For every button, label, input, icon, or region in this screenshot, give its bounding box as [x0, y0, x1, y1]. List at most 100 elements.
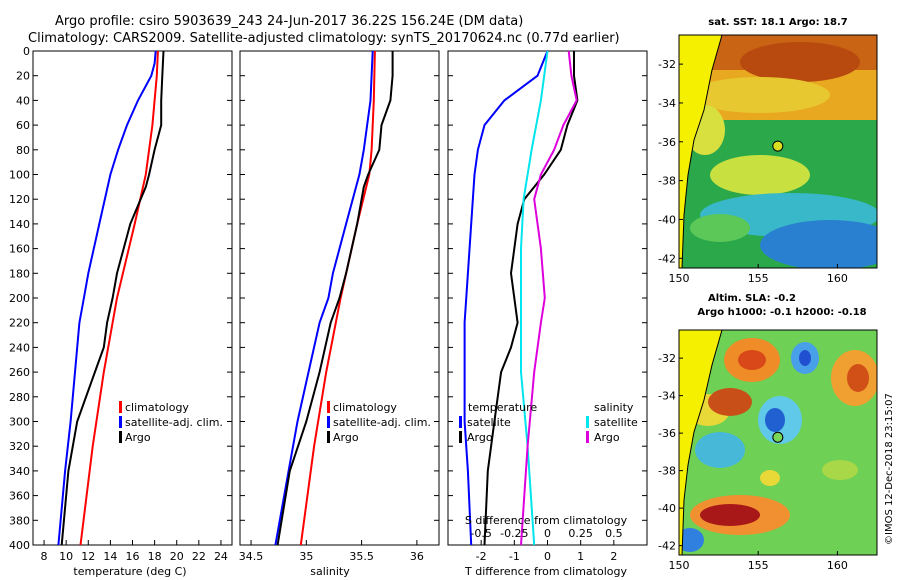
x-tick-label: 16: [126, 550, 140, 563]
y-tick-label: 360: [9, 490, 30, 503]
sla-map-frame: [678, 329, 878, 556]
x-tick-label: 14: [103, 550, 117, 563]
x2-tick-label: -0.25: [500, 527, 528, 540]
x-tick-label: 34.5: [239, 550, 264, 563]
x-tick-label: 35.5: [349, 550, 374, 563]
difference-plot-frame: [447, 50, 648, 546]
legend-satellite-label: satellite-adj. clim.: [333, 416, 431, 429]
sla-map-title: Altim. SLA: -0.2: [708, 293, 796, 304]
argo-float-marker: [772, 431, 784, 443]
legend-climatology-swatch: [327, 401, 330, 413]
legend-s-argo-swatch: [586, 431, 589, 443]
temperature-profile-panel: 8 10 12 14 16 18 20 22 2402040608010012014016018…: [9, 45, 233, 578]
figure-title-line1: Argo profile: csiro 5903639_243 24-Jun-2…: [55, 14, 523, 29]
map-y-tick-label: -36: [658, 136, 676, 149]
sla-map-subtitle: Argo h1000: -0.1 h2000: -0.18: [697, 307, 866, 318]
series-line-satellite-adj-clim-: [57, 50, 157, 546]
map-y-tick-label: -36: [658, 427, 676, 440]
y-tick-label: 220: [9, 317, 30, 330]
series-line-climatology: [299, 50, 376, 546]
y-tick-label: 120: [9, 193, 30, 206]
sst-map: sat. SST: 18.1 Argo: 18.7 150 155 160 -32 -3…: [658, 17, 878, 285]
x-tick-label: 0: [544, 550, 551, 563]
salinity-profile-panel: 34.5 35 35.5 36 salinity climatology satell…: [239, 50, 440, 578]
legend-salinity-title: salinity: [594, 401, 634, 414]
y-tick-label: 260: [9, 366, 30, 379]
x-tick-label: 12: [81, 550, 95, 563]
legend-argo-label: Argo: [333, 431, 359, 444]
x-tick-label: 18: [148, 550, 162, 563]
figure-title-line2: Climatology: CARS2009. Satellite-adjuste…: [28, 31, 620, 46]
legend-s-argo-label: Argo: [594, 431, 620, 444]
y-tick-label: 280: [9, 391, 30, 404]
map-y-tick-label: -32: [658, 352, 676, 365]
y-tick-label: 40: [16, 94, 30, 107]
legend-climatology-swatch: [119, 401, 122, 413]
x-tick-label: 2: [610, 550, 617, 563]
series-line-satellite-adj-clim-: [274, 50, 374, 546]
series-line-t-argo: [483, 51, 579, 546]
map-y-tick-label: -42: [658, 540, 676, 553]
y-tick-label: 0: [23, 45, 30, 58]
legend-s-satellite-label: satellite: [594, 416, 638, 429]
x-tick-label: 1: [577, 550, 584, 563]
t-difference-xlabel: T difference from climatology: [464, 565, 627, 578]
series-line-argo: [276, 51, 394, 546]
y-tick-label: 400: [9, 539, 30, 552]
map-y-tick-label: -34: [658, 97, 676, 110]
legend-argo-swatch: [119, 431, 122, 443]
legend-t-satellite-swatch: [459, 416, 462, 428]
x-tick-label: 24: [214, 550, 228, 563]
y-tick-label: 20: [16, 70, 30, 83]
legend-climatology-label: climatology: [125, 401, 189, 414]
map-y-tick-label: -40: [658, 502, 676, 515]
map-x-tick-label: 160: [827, 272, 848, 285]
y-tick-label: 160: [9, 243, 30, 256]
legend-argo-swatch: [327, 431, 330, 443]
x-tick-label: 8: [41, 550, 48, 563]
y-tick-label: 340: [9, 465, 30, 478]
legend-satellite-swatch: [119, 416, 122, 428]
imos-timestamp: ©IMOS 12-Dec-2018 23:15:07: [884, 393, 895, 545]
legend-satellite-swatch: [327, 416, 330, 428]
difference-legend: temperature satellite Argo salinity sate…: [459, 401, 638, 444]
y-tick-label: 240: [9, 341, 30, 354]
sst-map-title: sat. SST: 18.1 Argo: 18.7: [708, 17, 848, 28]
x2-tick-label: 0.25: [568, 527, 593, 540]
x-tick-label: 22: [192, 550, 206, 563]
y-tick-label: 60: [16, 119, 30, 132]
sst-map-image: [679, 35, 877, 268]
temperature-legend: climatology satellite-adj. clim. Argo: [119, 401, 223, 444]
y-tick-label: 80: [16, 144, 30, 157]
legend-t-satellite-label: satellite: [467, 416, 511, 429]
legend-climatology-label: climatology: [333, 401, 397, 414]
y-tick-label: 200: [9, 292, 30, 305]
x2-tick-label: 0: [544, 527, 551, 540]
x-tick-label: -2: [476, 550, 487, 563]
y-tick-label: 100: [9, 169, 30, 182]
map-x-tick-label: 150: [669, 272, 690, 285]
x-tick-label: -1: [509, 550, 520, 563]
map-y-tick-label: -34: [658, 390, 676, 403]
s-difference-xlabel: S difference from climatology: [465, 514, 628, 527]
legend-temperature-title: temperature: [468, 401, 537, 414]
x-tick-label: 36: [410, 550, 424, 563]
temperature-xlabel: temperature (deg C): [73, 565, 186, 578]
map-y-tick-label: -42: [658, 252, 676, 265]
map-y-tick-label: -40: [658, 213, 676, 226]
legend-satellite-label: satellite-adj. clim.: [125, 416, 223, 429]
legend-argo-label: Argo: [125, 431, 151, 444]
salinity-legend: climatology satellite-adj. clim. Argo: [327, 401, 431, 444]
legend-t-argo-swatch: [459, 431, 462, 443]
y-tick-label: 380: [9, 514, 30, 527]
map-y-tick-label: -38: [658, 175, 676, 188]
series-line-climatology: [79, 50, 159, 546]
map-x-tick-label: 150: [669, 559, 690, 572]
y-tick-label: 140: [9, 218, 30, 231]
map-x-tick-label: 160: [827, 559, 848, 572]
y-tick-label: 300: [9, 416, 30, 429]
salinity-xlabel: salinity: [310, 565, 350, 578]
series-line-s-argo: [520, 50, 578, 546]
series-line-argo: [60, 50, 165, 546]
